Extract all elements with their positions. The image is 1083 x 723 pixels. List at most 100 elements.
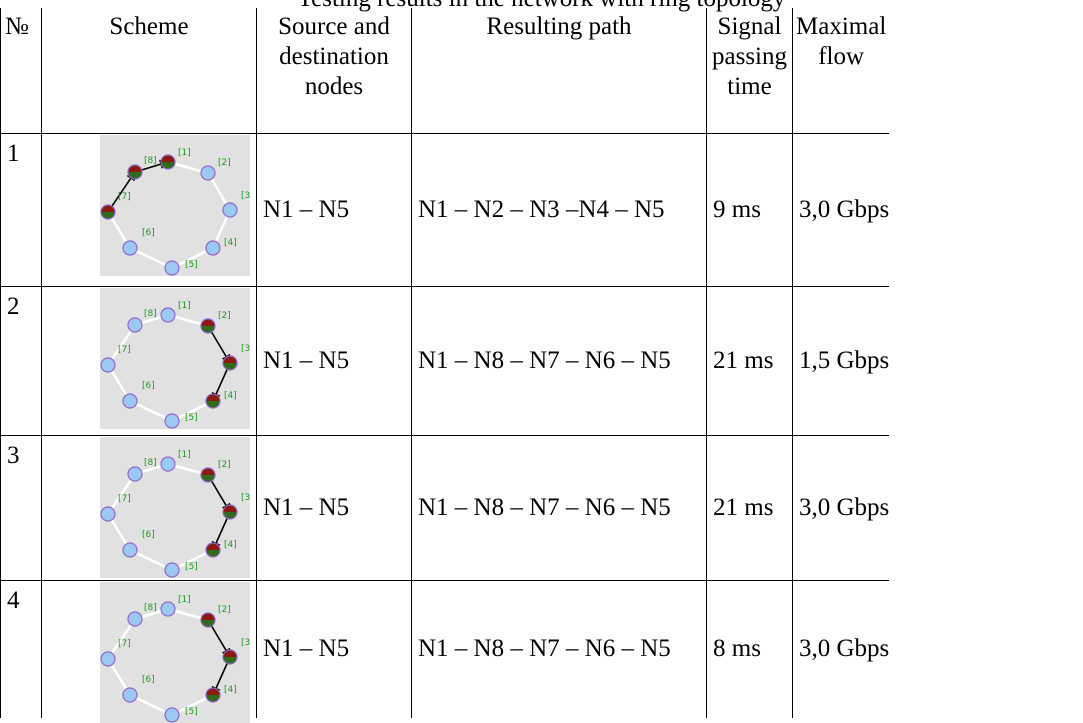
node-label: [4] [224,540,237,550]
ring-node [222,503,238,520]
ring-node [127,316,143,333]
node-label: [1] [178,301,191,311]
node-label: [3] [241,493,250,503]
ring-node [222,648,238,665]
ring-edge [106,323,137,366]
ring-node [122,686,138,703]
header-nodes: Source and destination nodes [256,8,412,134]
header-row: № Scheme Source and destination nodes Re… [0,8,890,134]
ring-node [127,610,143,627]
row-number: 3 [0,434,42,581]
source-destination: N1 – N5 [256,132,412,287]
ring-edge [129,399,173,422]
ring-node [160,306,176,323]
header-path: Resulting path [411,8,707,134]
source-destination: N1 – N5 [256,579,412,718]
node-label: [7] [118,192,131,202]
ring-node [100,203,116,220]
node-label: [8] [144,156,157,166]
node-label: [3] [241,191,250,201]
header-num: № [0,8,42,134]
ring-node [100,650,116,667]
ring-node [164,412,180,429]
maximal-flow: 3,0 Gbps [792,434,890,581]
ring-node [122,392,138,409]
ring-node [164,259,180,276]
ring-node [160,153,176,170]
ring-edge [106,472,137,515]
node-label: [6] [142,530,155,540]
node-label: [8] [144,309,157,319]
node-label: [3] [241,638,250,648]
ring-edge [171,548,214,571]
node-label: [7] [118,345,131,355]
ring-edge [106,617,137,660]
ring-node [222,201,238,218]
maximal-flow: 1,5 Gbps [792,285,890,436]
ring-node [200,611,216,628]
scheme-cell: [1] [2] [3] [4] [5] [6] [7] [8] [41,434,257,581]
table-row: 3 [1] [2] [3] [4] [5] [6] [7] [8] N1 – N5 N1 – … [0,434,890,581]
scheme-cell: [1] [2] [3] [4] [5] [6] [7] [8] [41,132,257,287]
ring-node [222,354,238,371]
node-label: [8] [144,458,157,468]
ring-node [122,239,138,256]
node-label: [8] [144,603,157,613]
ring-topology-scheme: [1] [2] [3] [4] [5] [6] [7] [8] [100,436,250,578]
node-label: [6] [142,381,155,391]
ring-node [122,541,138,558]
ring-node [160,455,176,472]
resulting-path: N1 – N8 – N7 – N6 – N5 [411,434,707,581]
ring-edge [171,693,214,716]
ring-topology-scheme: [1] [2] [3] [4] [5] [6] [7] [8] [100,581,250,723]
source-destination: N1 – N5 [256,434,412,581]
ring-node [100,356,116,373]
ring-node [205,239,221,256]
resulting-path: N1 – N8 – N7 – N6 – N5 [411,285,707,436]
ring-node [205,686,221,703]
node-label: [6] [142,675,155,685]
node-label: [7] [118,639,131,649]
resulting-path: N1 – N2 – N3 –N4 – N5 [411,132,707,287]
node-label: [4] [224,391,237,401]
node-label: [5] [185,562,198,572]
ring-node [200,317,216,334]
ring-node [164,561,180,578]
ring-node [160,600,176,617]
node-label: [5] [185,413,198,423]
node-label: [4] [224,685,237,695]
ring-node [205,541,221,558]
ring-node [100,505,116,522]
resulting-path: N1 – N8 – N7 – N6 – N5 [411,579,707,718]
ring-node [127,163,143,180]
source-destination: N1 – N5 [256,285,412,436]
node-label: [5] [185,260,198,270]
table-row: 2 [1] [2] [3] [4] [5] [6] [7] [8] N1 – N5 N1 – … [0,285,890,436]
ring-node [127,465,143,482]
node-label: [1] [178,450,191,460]
node-label: [7] [118,494,131,504]
ring-edge [129,548,173,571]
signal-time: 21 ms [706,434,793,581]
ring-node [205,392,221,409]
ring-edge [107,170,136,212]
scheme-cell: [1] [2] [3] [4] [5] [6] [7] [8] [41,579,257,723]
node-label: [2] [218,311,231,321]
results-table: № Scheme Source and destination nodes Re… [0,8,890,723]
ring-edge [129,693,173,716]
row-number: 2 [0,285,42,436]
ring-topology-scheme: [1] [2] [3] [4] [5] [6] [7] [8] [100,287,250,429]
ring-edge [171,399,214,422]
scheme-cell: [1] [2] [3] [4] [5] [6] [7] [8] [41,285,257,436]
ring-node [200,466,216,483]
header-time: Signal passing time [706,8,793,134]
node-label: [5] [185,707,198,717]
header-flow: Maximal flow [792,8,890,134]
signal-time: 8 ms [706,579,793,718]
maximal-flow: 3,0 Gbps [792,132,890,287]
table-row: 4 [1] [2] [3] [4] [5] [6] [7] [8] N1 – N5 N1 – … [0,579,890,723]
signal-time: 21 ms [706,285,793,436]
node-label: [1] [178,595,191,605]
ring-diagram: [1] [2] [3] [4] [5] [6] [7] [8] [100,595,250,723]
header-scheme: Scheme [41,8,257,134]
